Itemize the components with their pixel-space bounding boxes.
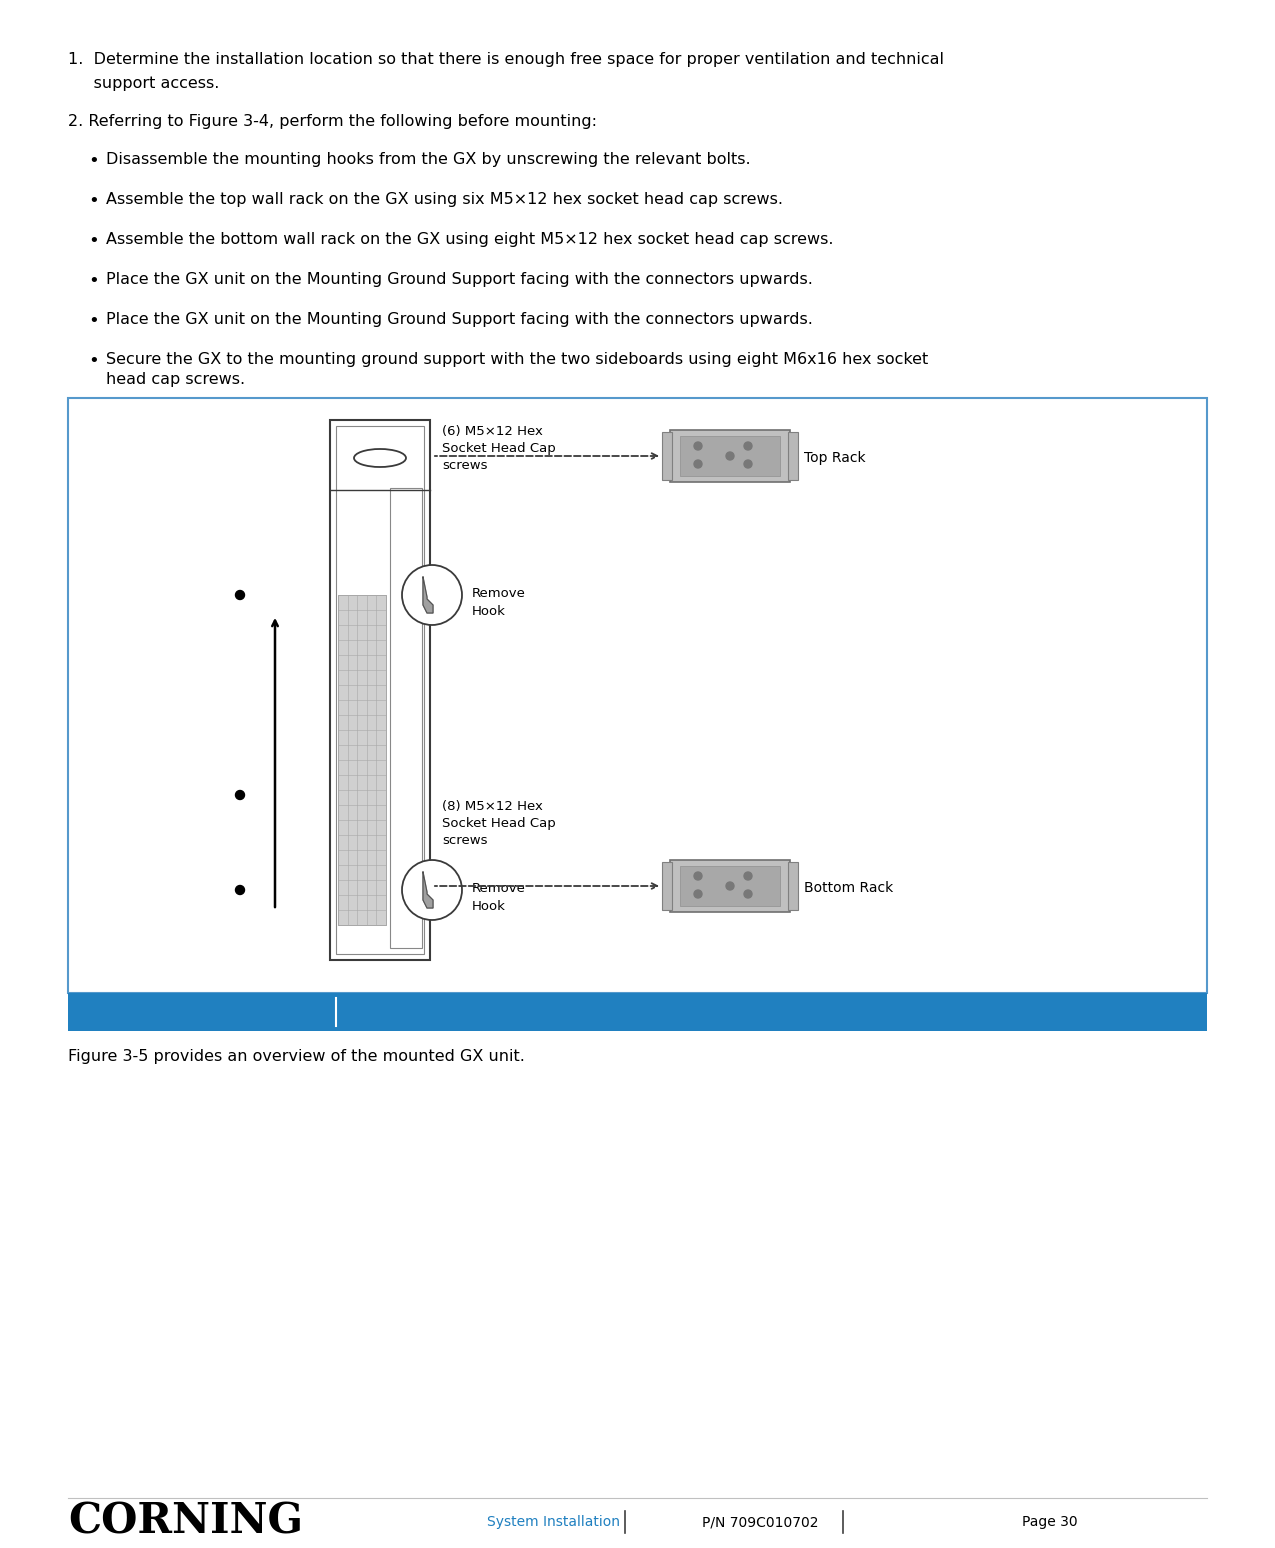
Circle shape — [402, 861, 462, 920]
Circle shape — [236, 590, 245, 599]
Circle shape — [745, 890, 752, 898]
Text: P/N 709C010702: P/N 709C010702 — [701, 1515, 819, 1529]
Bar — [330, 420, 430, 960]
Circle shape — [236, 885, 245, 895]
Text: •: • — [88, 272, 98, 289]
Circle shape — [402, 565, 462, 625]
Bar — [68, 992, 1207, 1031]
Text: Secure the GX to the mounting ground support with the two sideboards using eight: Secure the GX to the mounting ground sup… — [106, 351, 928, 367]
Text: screws: screws — [442, 834, 487, 847]
Text: Hook: Hook — [472, 899, 506, 913]
Bar — [662, 862, 672, 910]
Text: •: • — [88, 232, 98, 249]
Text: screws: screws — [442, 460, 487, 472]
Text: Remove: Remove — [472, 882, 525, 895]
Bar — [338, 594, 386, 926]
Text: 2. Referring to Figure 3-4, perform the following before mounting:: 2. Referring to Figure 3-4, perform the … — [68, 115, 597, 128]
Text: Figure 3-5 provides an overview of the mounted GX unit.: Figure 3-5 provides an overview of the m… — [68, 1050, 525, 1063]
Circle shape — [745, 460, 752, 467]
Text: System Installation: System Installation — [487, 1515, 620, 1529]
Text: Place the GX unit on the Mounting Ground Support facing with the connectors upwa: Place the GX unit on the Mounting Ground… — [106, 313, 813, 327]
Bar — [669, 861, 790, 912]
Circle shape — [694, 890, 703, 898]
Text: head cap screws.: head cap screws. — [106, 372, 245, 387]
Text: Figure 3-4: Figure 3-4 — [348, 1005, 425, 1020]
Bar — [68, 398, 1207, 992]
Circle shape — [725, 452, 734, 460]
Text: •: • — [88, 351, 98, 370]
Text: Top Rack: Top Rack — [805, 450, 866, 464]
Ellipse shape — [354, 449, 405, 467]
Text: Assemble the top wall rack on the GX using six M5×12 hex socket head cap screws.: Assemble the top wall rack on the GX usi… — [106, 192, 783, 207]
Text: Page 30: Page 30 — [1023, 1515, 1077, 1529]
Text: Pre-Mounting Procedure: Pre-Mounting Procedure — [80, 1005, 264, 1020]
Text: CORNING: CORNING — [68, 1502, 303, 1543]
Circle shape — [236, 791, 245, 799]
Text: (8) M5×12 Hex: (8) M5×12 Hex — [442, 800, 543, 813]
Text: •: • — [88, 152, 98, 170]
Text: support access.: support access. — [68, 76, 219, 91]
Bar — [669, 430, 790, 481]
Bar — [390, 488, 422, 947]
Text: Socket Head Cap: Socket Head Cap — [442, 443, 556, 455]
Text: •: • — [88, 192, 98, 211]
Bar — [788, 432, 798, 480]
Bar — [337, 426, 425, 954]
Bar — [680, 437, 780, 475]
Text: Bottom Rack: Bottom Rack — [805, 881, 894, 895]
Text: Hook: Hook — [472, 605, 506, 618]
Polygon shape — [423, 872, 434, 909]
Circle shape — [745, 443, 752, 450]
Bar — [662, 432, 672, 480]
Text: Remove: Remove — [472, 587, 525, 601]
Text: Assemble the bottom wall rack on the GX using eight M5×12 hex socket head cap sc: Assemble the bottom wall rack on the GX … — [106, 232, 834, 248]
Text: (6) M5×12 Hex: (6) M5×12 Hex — [442, 426, 543, 438]
Circle shape — [694, 872, 703, 879]
Text: Socket Head Cap: Socket Head Cap — [442, 817, 556, 830]
Polygon shape — [423, 577, 434, 613]
Text: 1.  Determine the installation location so that there is enough free space for p: 1. Determine the installation location s… — [68, 53, 944, 67]
Circle shape — [745, 872, 752, 879]
Circle shape — [694, 443, 703, 450]
Text: •: • — [88, 313, 98, 330]
Bar — [680, 865, 780, 906]
Bar — [788, 862, 798, 910]
Circle shape — [694, 460, 703, 467]
Text: Place the GX unit on the Mounting Ground Support facing with the connectors upwa: Place the GX unit on the Mounting Ground… — [106, 272, 813, 286]
Text: Disassemble the mounting hooks from the GX by unscrewing the relevant bolts.: Disassemble the mounting hooks from the … — [106, 152, 751, 167]
Circle shape — [725, 882, 734, 890]
